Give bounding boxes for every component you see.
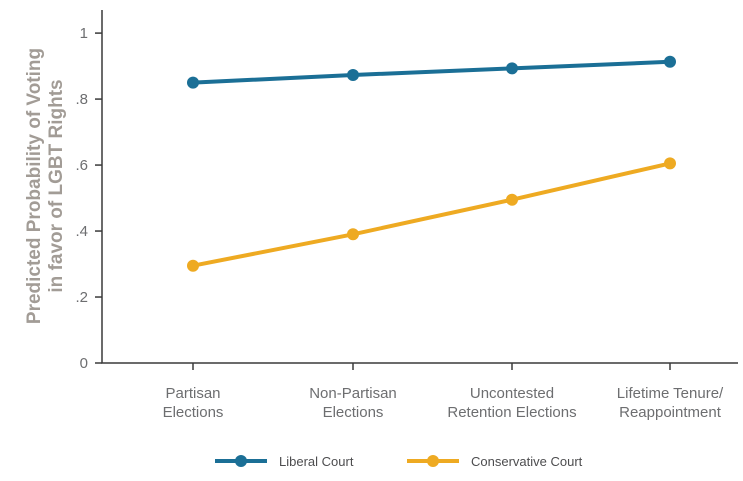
legend-swatch-marker (235, 455, 247, 467)
legend-item: Conservative Court (407, 454, 583, 469)
y-axis-title-line: in favor of LGBT Rights (46, 79, 67, 292)
y-tick-label: 0 (80, 355, 88, 372)
x-tick-label: Reappointment (619, 404, 722, 421)
plot-series (187, 55, 676, 272)
axes (101, 10, 738, 364)
data-point (187, 259, 199, 272)
data-point (347, 69, 359, 81)
y-axis-title: Predicted Probability of Votingin favor … (24, 48, 67, 324)
data-point (187, 76, 199, 89)
x-tick-label: Partisan (165, 385, 220, 402)
y-axis-label: Predicted Probability of Votingin favor … (24, 48, 67, 324)
legend-label: Liberal Court (279, 454, 354, 469)
series-line (191, 59, 672, 85)
legend-item: Liberal Court (215, 454, 354, 469)
x-tick-label: Retention Elections (447, 404, 576, 421)
series-conservative-court (187, 157, 676, 272)
y-axis-ticks: 0 .2 .4 .6 .8 1 (75, 25, 102, 372)
data-point (664, 55, 676, 68)
legend-label: Conservative Court (471, 454, 583, 469)
y-tick-label: .2 (75, 289, 88, 306)
y-tick-label: 1 (80, 25, 88, 42)
data-point (506, 193, 518, 206)
y-tick-label: .4 (75, 223, 88, 240)
series-liberal-court (187, 55, 676, 89)
x-tick-label: Non-Partisan (309, 385, 397, 402)
legend-swatch-marker (427, 455, 439, 467)
series-line (191, 161, 672, 268)
x-tick-label: Elections (323, 404, 384, 421)
x-axis-ticks: Partisan Elections Non-Partisan Elections Un… (163, 363, 724, 421)
data-point (347, 228, 359, 241)
y-axis-title-line: Predicted Probability of Voting (24, 48, 45, 324)
y-tick-label: .6 (75, 157, 88, 174)
x-tick-label: Elections (163, 404, 224, 421)
data-point (506, 62, 518, 75)
data-point (664, 157, 676, 170)
x-tick-label: Lifetime Tenure/ (617, 385, 724, 402)
x-tick-label: Uncontested (470, 385, 554, 402)
y-tick-label: .8 (75, 91, 88, 108)
legend: Liberal Court Conservative Court (215, 454, 583, 469)
